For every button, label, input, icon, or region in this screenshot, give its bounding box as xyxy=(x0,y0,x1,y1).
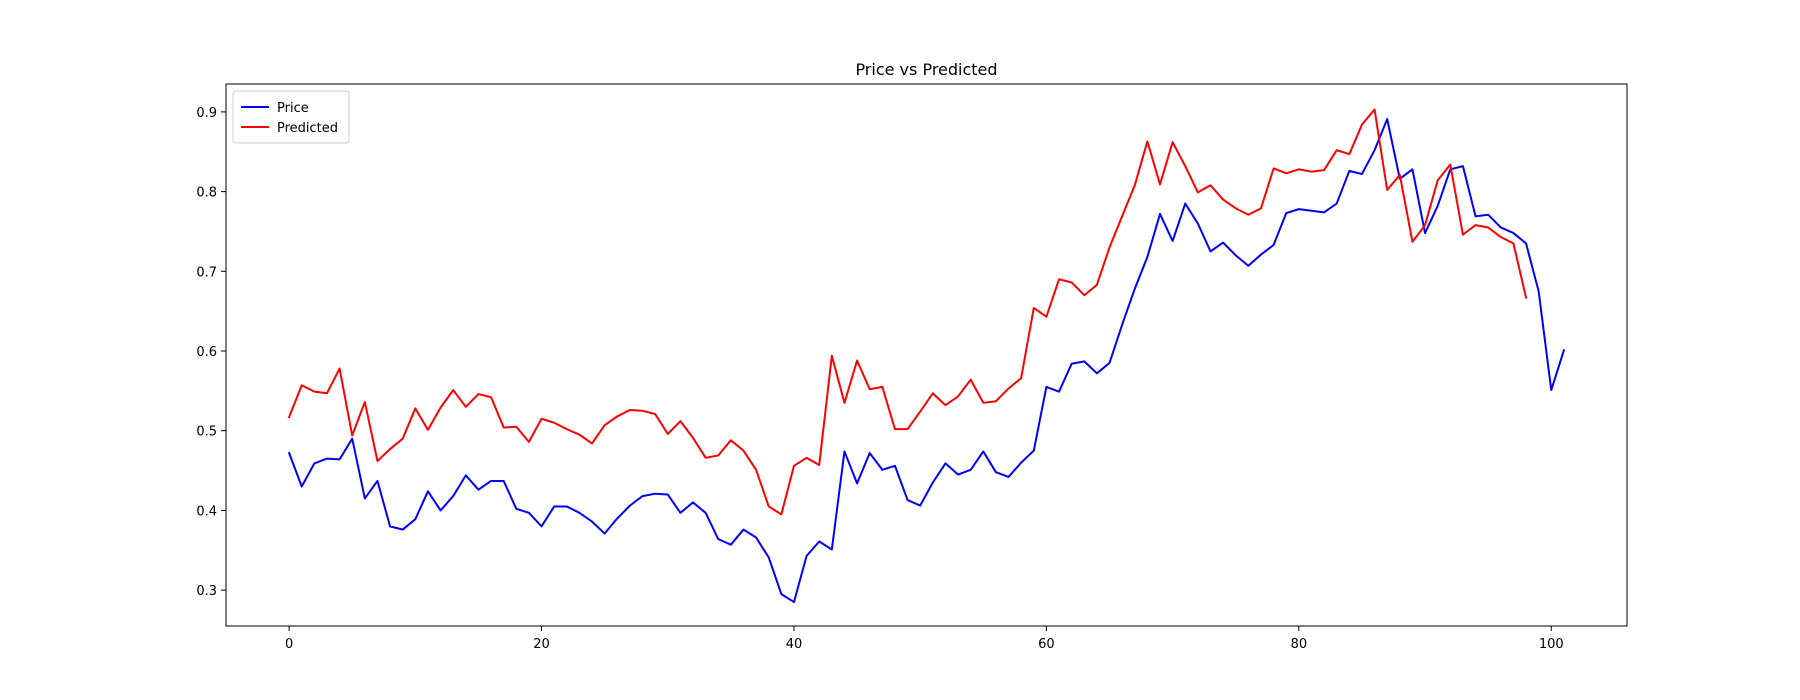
y-tick-label: 0.9 xyxy=(196,106,217,121)
series-line-price xyxy=(287,118,1566,604)
x-tick-label: 80 xyxy=(1291,637,1308,652)
y-axis: 0.3 0.4 0.5 0.6 0.7 0.8 0.9 xyxy=(196,106,226,599)
y-tick-label: 0.6 xyxy=(196,345,217,360)
y-tick-label: 0.3 xyxy=(196,584,217,599)
series-line-predicted xyxy=(287,108,1528,516)
chart-title: Price vs Predicted xyxy=(855,60,997,79)
legend-label-price: Price xyxy=(277,101,309,116)
x-tick-label: 20 xyxy=(533,637,550,652)
x-tick-label: 40 xyxy=(786,637,803,652)
plot-frame xyxy=(225,83,1628,627)
series-layer xyxy=(287,108,1566,604)
x-axis: 0 20 40 60 80 100 xyxy=(285,626,1564,652)
x-tick-label: 100 xyxy=(1539,637,1564,652)
y-tick-label: 0.5 xyxy=(196,425,217,440)
legend-box xyxy=(232,90,350,144)
x-tick-label: 60 xyxy=(1038,637,1055,652)
x-tick-label: 0 xyxy=(285,637,293,652)
y-tick-label: 0.8 xyxy=(196,186,217,201)
legend-label-predicted: Predicted xyxy=(277,121,338,136)
legend: Price Predicted xyxy=(232,90,350,144)
y-tick-label: 0.7 xyxy=(196,265,217,280)
y-tick-label: 0.4 xyxy=(196,504,217,519)
